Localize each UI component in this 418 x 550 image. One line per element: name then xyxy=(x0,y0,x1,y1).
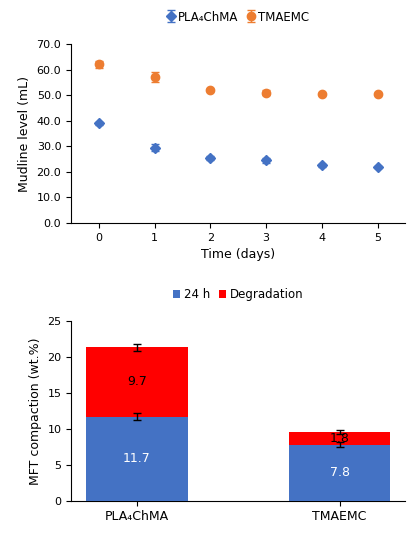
Text: 9.7: 9.7 xyxy=(127,376,147,388)
Bar xyxy=(289,432,390,444)
Legend: PLA₄ChMA, TMAEMC: PLA₄ChMA, TMAEMC xyxy=(167,10,309,24)
Bar xyxy=(86,417,188,500)
Legend: 24 h, Degradation: 24 h, Degradation xyxy=(173,288,303,301)
X-axis label: Time (days): Time (days) xyxy=(201,248,275,261)
Y-axis label: Mudline level (mL): Mudline level (mL) xyxy=(18,75,31,191)
Bar xyxy=(86,347,188,417)
Text: 7.8: 7.8 xyxy=(330,466,349,479)
Y-axis label: MFT compaction (wt.%): MFT compaction (wt.%) xyxy=(29,337,42,485)
Bar xyxy=(289,444,390,500)
Text: 11.7: 11.7 xyxy=(123,452,151,465)
Text: 1.8: 1.8 xyxy=(330,432,349,445)
